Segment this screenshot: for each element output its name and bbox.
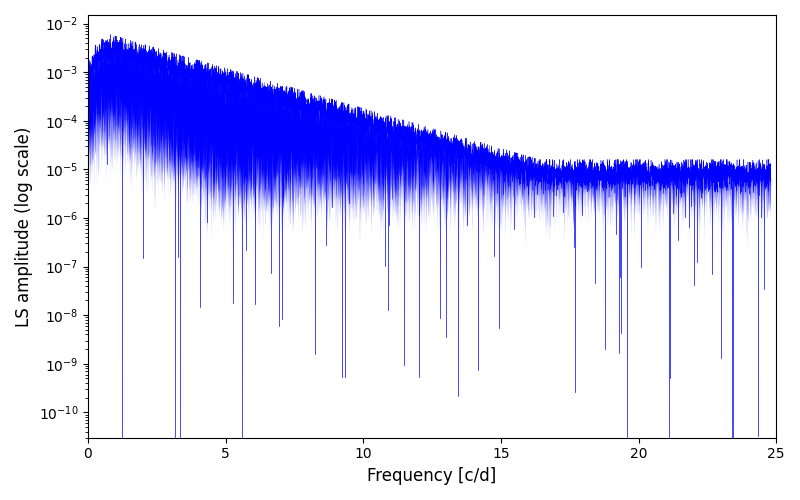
Y-axis label: LS amplitude (log scale): LS amplitude (log scale) <box>15 126 33 326</box>
X-axis label: Frequency [c/d]: Frequency [c/d] <box>367 467 497 485</box>
